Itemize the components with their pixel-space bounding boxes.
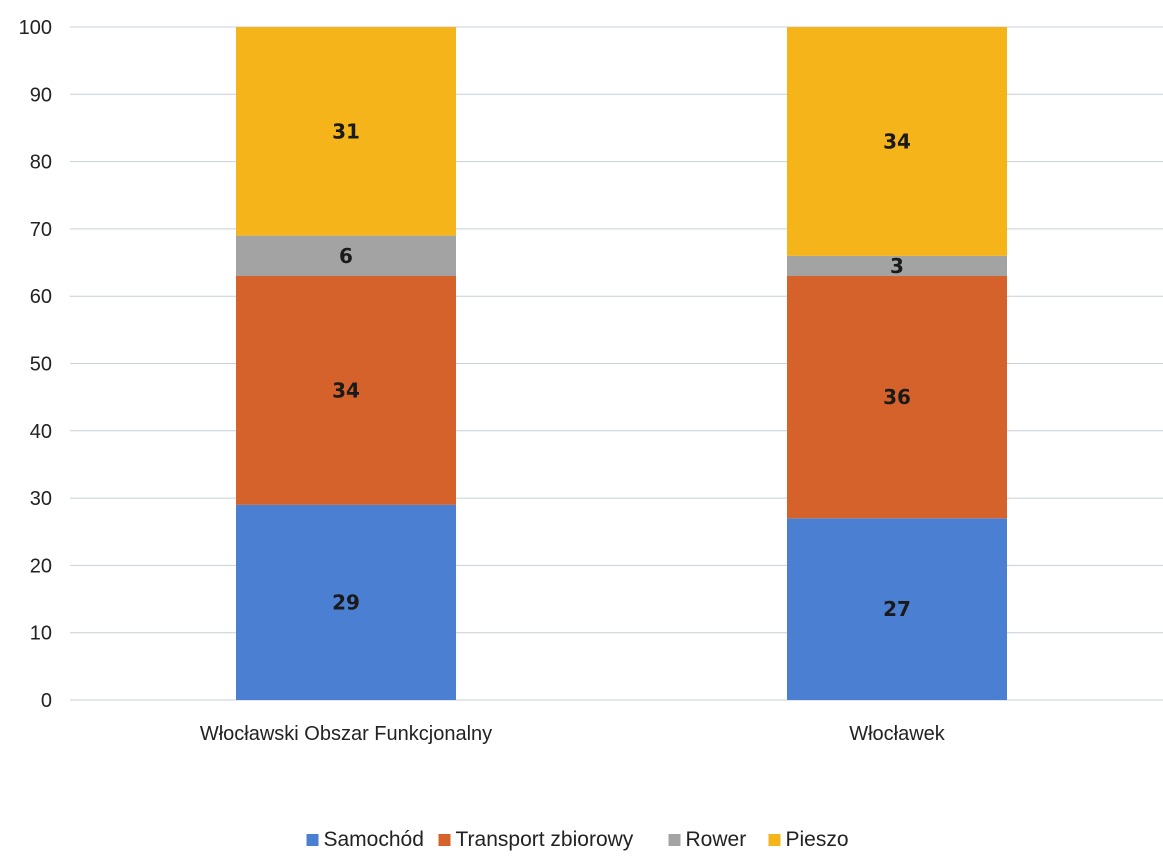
y-tick-label: 80 bbox=[30, 152, 52, 174]
y-tick-label: 60 bbox=[30, 286, 52, 308]
legend-item: Transport zbiorowy bbox=[438, 828, 634, 851]
data-label: 31 bbox=[332, 119, 360, 143]
bar-segment bbox=[787, 518, 1007, 700]
data-label: 36 bbox=[883, 385, 911, 409]
bar-segment bbox=[236, 27, 456, 236]
legend-item: Rower bbox=[668, 828, 747, 851]
data-labels: 29 34 6 31 27 36 3 34 bbox=[332, 119, 911, 621]
x-category-label: Włocławski Obszar Funkcjonalny bbox=[200, 723, 492, 745]
legend-swatch bbox=[768, 834, 781, 846]
bar-segment bbox=[787, 27, 1007, 256]
data-label: 27 bbox=[883, 597, 911, 621]
legend-label: Samochód bbox=[324, 828, 424, 851]
data-label: 34 bbox=[332, 378, 360, 402]
bar-segment bbox=[236, 235, 456, 277]
legend-swatch bbox=[438, 834, 451, 846]
legend-label: Rower bbox=[686, 828, 747, 851]
bar-segment bbox=[236, 276, 456, 505]
data-label: 6 bbox=[339, 244, 353, 268]
x-category-label: Włocławek bbox=[849, 723, 946, 745]
legend-label: Transport zbiorowy bbox=[456, 828, 634, 851]
y-tick-label: 10 bbox=[30, 623, 52, 645]
y-axis-ticks: 0 10 20 30 40 50 60 70 80 90 100 bbox=[19, 17, 52, 712]
legend-item: Pieszo bbox=[768, 828, 849, 851]
y-tick-label: 30 bbox=[30, 488, 52, 510]
legend-item: Samochód bbox=[306, 828, 424, 851]
bar-segment bbox=[787, 255, 1007, 277]
data-label: 3 bbox=[890, 254, 904, 278]
data-label: 29 bbox=[332, 590, 360, 614]
legend: Samochód Transport zbiorowy Rower Pieszo bbox=[306, 828, 849, 851]
y-tick-label: 0 bbox=[41, 690, 52, 712]
data-label: 34 bbox=[883, 129, 911, 153]
bars bbox=[236, 27, 1007, 700]
bar-segment bbox=[236, 504, 456, 700]
legend-swatch bbox=[306, 834, 319, 846]
y-tick-label: 70 bbox=[30, 219, 52, 241]
y-tick-label: 90 bbox=[30, 84, 52, 106]
y-tick-label: 40 bbox=[30, 421, 52, 443]
y-tick-label: 50 bbox=[30, 354, 52, 376]
y-tick-label: 20 bbox=[30, 555, 52, 577]
x-axis-categories: Włocławski Obszar Funkcjonalny Włocławek bbox=[200, 723, 946, 745]
bar-segment bbox=[787, 276, 1007, 519]
legend-label: Pieszo bbox=[786, 828, 849, 851]
legend-swatch bbox=[668, 834, 681, 846]
y-tick-label: 100 bbox=[19, 17, 52, 39]
